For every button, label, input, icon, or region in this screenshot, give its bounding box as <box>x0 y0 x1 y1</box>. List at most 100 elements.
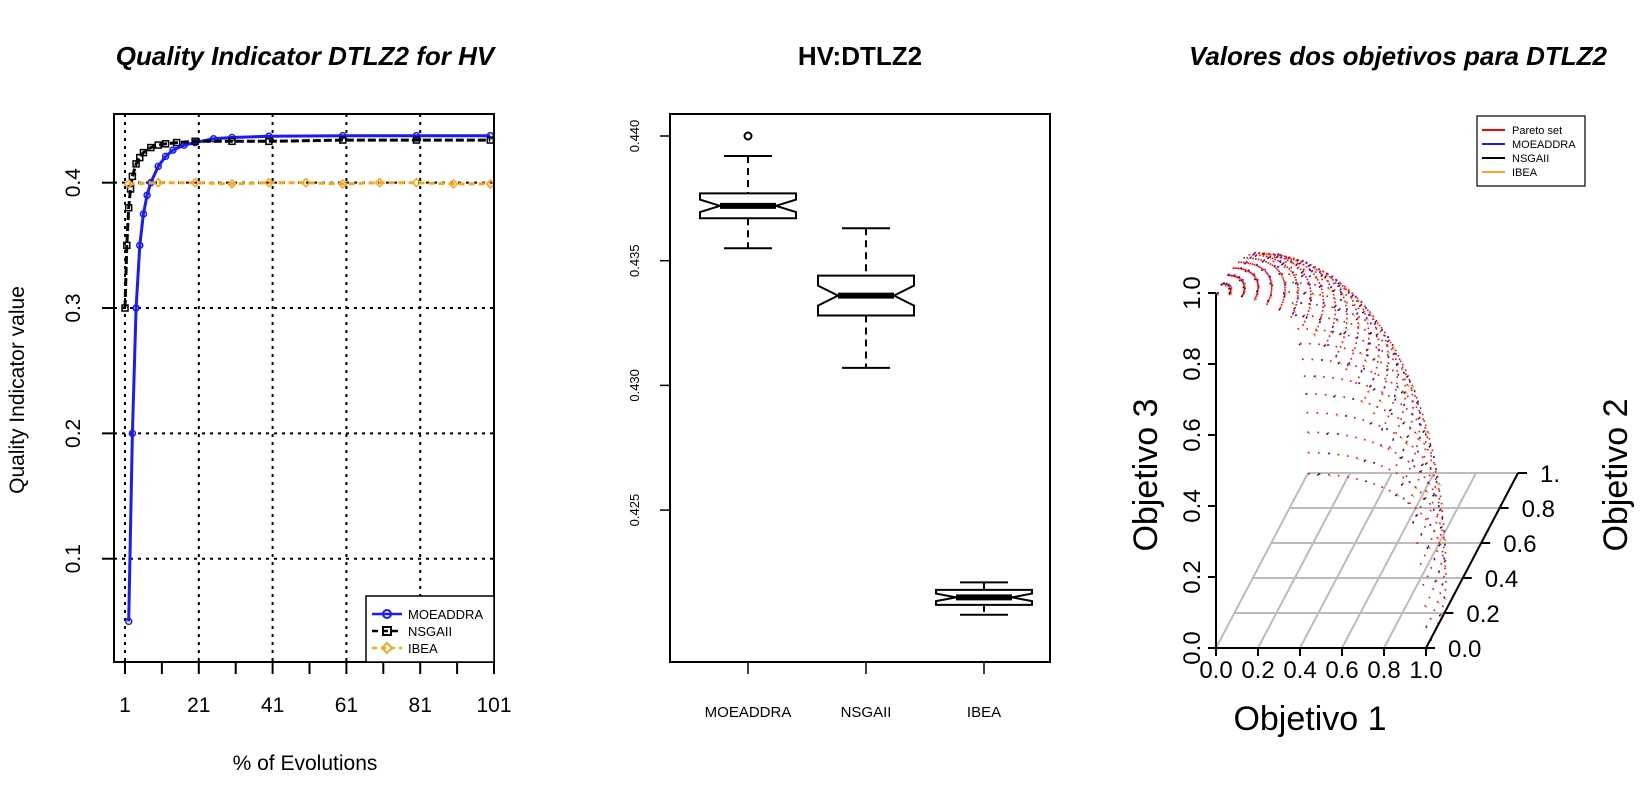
ibea-point <box>1425 431 1427 434</box>
pareto-point <box>1332 282 1335 285</box>
pareto-point <box>1405 373 1407 376</box>
ibea-point <box>1231 276 1233 278</box>
pareto-point <box>1423 430 1426 432</box>
ibea-point <box>1329 288 1331 291</box>
pareto-point <box>1253 263 1256 266</box>
pareto-point <box>1313 333 1316 336</box>
pareto-point <box>1309 263 1312 266</box>
y-tick-label: 0.425 <box>627 494 642 527</box>
point-ibea <box>337 178 348 189</box>
moeaddra-point <box>1248 269 1250 272</box>
z-tick-label: 0.8 <box>1179 347 1206 380</box>
pareto-point <box>1401 368 1403 370</box>
pareto-point <box>1303 273 1306 276</box>
moeaddra-point <box>1307 282 1310 285</box>
pareto-point <box>1381 391 1383 393</box>
pareto-point <box>1293 309 1295 312</box>
legend-ibea-marker <box>380 641 394 655</box>
pareto-point <box>1327 280 1329 283</box>
pareto-point <box>1424 424 1427 427</box>
ibea-point <box>1337 415 1339 417</box>
moeaddra-point <box>1444 543 1446 546</box>
nsgaii-point <box>1439 509 1441 512</box>
nsgaii-point <box>1426 547 1429 549</box>
nsgaii-point <box>1333 306 1336 308</box>
pareto-point <box>1259 254 1261 257</box>
pareto-point <box>1399 436 1402 438</box>
pareto-point <box>1369 313 1372 316</box>
ibea-point <box>1393 348 1395 350</box>
panel-boxplot: HV:DTLZ2 0.425 0.430 0.435 0.440 MOEADDRA NS… <box>627 41 1051 721</box>
nsgaii-point <box>1415 515 1417 517</box>
pareto-point <box>1419 563 1422 565</box>
pareto-point <box>1343 336 1345 339</box>
pareto-point <box>1314 284 1316 286</box>
moeaddra-point <box>1253 253 1255 255</box>
pareto-point <box>1297 289 1299 292</box>
ibea-point <box>1339 286 1342 289</box>
moeaddra-point <box>1412 521 1414 523</box>
pareto-point <box>1362 308 1364 311</box>
moeaddra-point <box>1427 481 1429 484</box>
pareto-point <box>1322 306 1324 308</box>
ibea-point <box>1382 392 1385 395</box>
panel1-plot-frame <box>113 113 495 663</box>
pareto-point <box>1256 281 1259 283</box>
pareto-point <box>1419 506 1422 508</box>
pareto-point <box>1433 609 1436 612</box>
pareto-point <box>1428 437 1431 440</box>
pareto-point <box>1323 329 1326 332</box>
pareto-point <box>1378 424 1381 427</box>
pareto-point <box>1299 282 1302 284</box>
pareto-point <box>1375 328 1378 330</box>
pareto-point <box>1357 325 1360 328</box>
pareto-point <box>1440 502 1443 505</box>
moeaddra-point <box>1339 308 1341 310</box>
ibea-point <box>1324 304 1326 306</box>
pareto-point <box>1337 474 1340 477</box>
pareto-point <box>1320 317 1322 320</box>
moeaddra-point <box>1402 448 1405 451</box>
ibea-point <box>1358 323 1361 326</box>
point-moeaddra <box>209 135 218 143</box>
moeaddra-point <box>1443 596 1446 599</box>
pareto-point <box>1321 291 1324 294</box>
moeaddra-point <box>1314 375 1316 377</box>
ibea-point <box>1390 447 1392 450</box>
ibea-point <box>1444 538 1446 540</box>
moeaddra-point <box>1432 508 1435 511</box>
x-tick-label: 0.0 <box>1199 657 1232 684</box>
pareto-point <box>1436 515 1438 518</box>
pareto-point <box>1325 275 1328 277</box>
pareto-point <box>1430 538 1433 540</box>
pareto-point <box>1346 301 1348 304</box>
pareto-point <box>1435 579 1438 582</box>
ibea-point <box>1362 401 1364 404</box>
pareto-point <box>1363 305 1366 307</box>
nsgaii-point <box>1238 279 1241 282</box>
pareto-point <box>1332 322 1335 324</box>
pareto-point <box>1322 298 1325 301</box>
pareto-point <box>1364 359 1367 362</box>
nsgaii-point <box>1340 293 1342 296</box>
pareto-point <box>1400 403 1403 406</box>
pareto-point <box>1294 276 1296 279</box>
moeaddra-point <box>1425 625 1428 628</box>
panel3-legend-box <box>1476 115 1586 187</box>
ibea-point <box>1445 540 1447 542</box>
pareto-point <box>1333 317 1336 320</box>
pareto-point <box>1303 375 1306 377</box>
pareto-point <box>1439 534 1442 536</box>
moeaddra-point <box>1424 433 1427 436</box>
pareto-point <box>1348 363 1350 365</box>
ibea-point <box>1342 294 1345 296</box>
panel1-grid <box>114 114 495 662</box>
ibea-point <box>1229 286 1231 289</box>
pareto-point <box>1257 286 1259 289</box>
moeaddra-point <box>1271 284 1274 287</box>
moeaddra-point <box>1292 271 1294 274</box>
pareto-point <box>1430 452 1432 454</box>
pareto-point <box>1268 297 1271 299</box>
point-moeaddra <box>169 146 177 154</box>
pareto-point <box>1368 337 1370 340</box>
